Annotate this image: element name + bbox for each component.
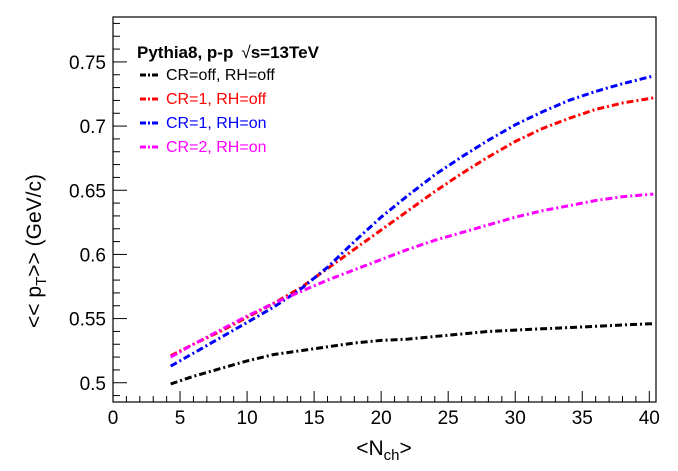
x-axis-title: <Nch> — [356, 437, 412, 464]
plot-frame — [112, 16, 657, 403]
x-axis-title-subscript: ch — [384, 447, 400, 464]
y-axis-title-end: >> (GeV/c) — [23, 174, 46, 277]
x-tick-label: 5 — [175, 408, 186, 429]
x-tick-label: 30 — [505, 408, 526, 429]
axis-ticks — [112, 22, 650, 402]
legend-label: CR=1, RH=on — [166, 115, 267, 132]
y-tick-label: 0.75 — [69, 53, 106, 74]
legend-title: Pythia8, p-p √s=13TeV — [137, 43, 320, 62]
x-tick-label: 20 — [371, 408, 392, 429]
series-line-3 — [169, 74, 654, 368]
x-tick-label: 25 — [438, 408, 459, 429]
legend-title-energy: s=13TeV — [251, 43, 320, 62]
x-tick-label: 40 — [639, 408, 660, 429]
legend-label: CR=1, RH=off — [166, 91, 267, 108]
x-tick-label: 35 — [572, 408, 593, 429]
y-tick-label: 0.65 — [69, 181, 106, 202]
y-axis-title-main: << p — [23, 286, 46, 328]
legend-title-sqrt: √ — [241, 43, 251, 62]
y-tick-label: 0.6 — [80, 245, 106, 266]
x-axis-title-end: > — [400, 437, 412, 460]
legend-label: CR=2, RH=on — [166, 139, 267, 156]
legend-title-prefix: Pythia8, p-p — [137, 43, 233, 62]
tick-labels: 0 5 10 15 20 25 30 35 40 0.5 0.55 0.6 0.65 0.7 0.75 — [69, 53, 660, 429]
y-axis-title: << pT>> (GeV/c) — [23, 174, 50, 328]
y-axis-title-subscript: T — [33, 277, 50, 286]
y-tick-label: 0.5 — [80, 374, 106, 395]
legend: Pythia8, p-p √s=13TeV CR=off, RH=off CR=1,… — [137, 43, 320, 156]
series-group — [169, 74, 654, 386]
x-axis-title-main: <N — [356, 437, 383, 460]
legend-label: CR=off, RH=off — [166, 67, 275, 84]
y-tick-label: 0.55 — [69, 310, 106, 331]
series-line-1 — [170, 322, 654, 386]
y-tick-label: 0.7 — [80, 117, 106, 138]
x-tick-label: 0 — [108, 408, 119, 429]
x-tick-label: 15 — [304, 408, 325, 429]
x-tick-label: 10 — [237, 408, 258, 429]
series-line-4 — [169, 192, 654, 359]
